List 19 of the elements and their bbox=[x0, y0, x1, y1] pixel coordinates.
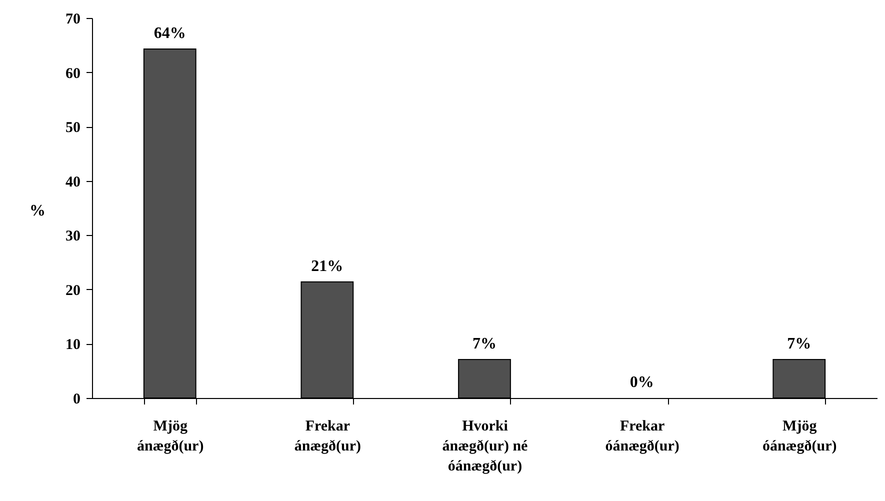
y-tick-label: 40 bbox=[66, 174, 80, 190]
x-tick-label: Mjög óánægð(ur) bbox=[762, 418, 837, 454]
y-tick-label: 60 bbox=[66, 66, 80, 82]
x-tick-label: Frekar ánægð(ur) bbox=[294, 418, 362, 454]
y-tick-label: 0 bbox=[73, 392, 80, 408]
y-tick-label: 10 bbox=[66, 337, 80, 354]
data-label: 0% bbox=[630, 374, 654, 391]
data-label: 7% bbox=[472, 335, 496, 352]
y-axis-title: % bbox=[30, 202, 46, 220]
data-label: 64% bbox=[154, 24, 186, 42]
x-tick-label: Frekar óánægð(ur) bbox=[605, 418, 680, 454]
data-label: 21% bbox=[311, 258, 344, 275]
x-tick-label: Hvorki ánægð(ur) né óánægð(ur) bbox=[442, 418, 528, 474]
x-tick-label: Mjög ánægð(ur) bbox=[137, 418, 204, 454]
y-tick-label: 30 bbox=[66, 228, 80, 245]
y-tick-label: 70 bbox=[66, 12, 80, 28]
data-label: 7% bbox=[787, 335, 812, 352]
y-tick-label: 20 bbox=[66, 282, 80, 299]
y-tick-label: 50 bbox=[66, 120, 80, 136]
